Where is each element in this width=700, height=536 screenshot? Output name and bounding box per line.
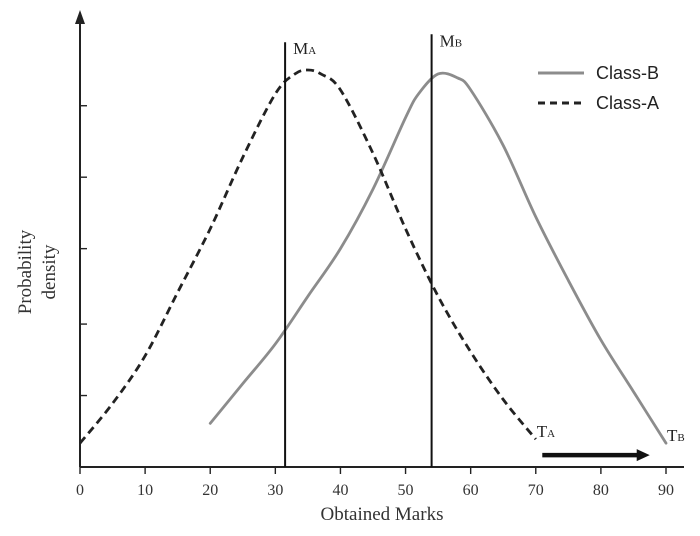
legend: Class-B Class-A [538,63,659,113]
legend-label-class-a: Class-A [596,93,659,113]
x-tick-label-20: 20 [202,482,218,499]
x-tick-label-30: 30 [267,482,283,499]
x-axis-title: Obtained Marks [321,504,444,525]
x-tick-label-50: 50 [398,482,414,499]
legend-label-class-b: Class-B [596,63,659,83]
y-axis-title-line-1: Probability [15,229,36,314]
x-tick-label-90: 90 [658,482,674,499]
threshold-label-b: TB [667,426,685,445]
x-tick-label-70: 70 [528,482,544,499]
y-axis-title: Probability density [15,229,60,314]
series-layer [78,68,668,445]
x-ticks: 0 10 20 30 40 50 60 70 80 90 [76,467,674,499]
axes [75,10,684,468]
threshold-arrowhead [636,449,650,462]
y-axis-title-line-2: density [39,244,60,299]
threshold-label-a: TA [537,422,555,441]
x-tick-label-40: 40 [332,482,348,499]
mean-label-a: MA [293,39,316,58]
x-tick-label-10: 10 [137,482,153,499]
y-ticks [80,105,87,397]
mean-label-b: MB [440,31,462,50]
series-line-class-b [208,71,668,445]
x-tick-label-0: 0 [76,482,84,499]
y-axis-arrowhead [75,10,85,24]
series-line-class-a [78,68,537,445]
x-tick-label-60: 60 [463,482,479,499]
x-tick-label-80: 80 [593,482,609,499]
